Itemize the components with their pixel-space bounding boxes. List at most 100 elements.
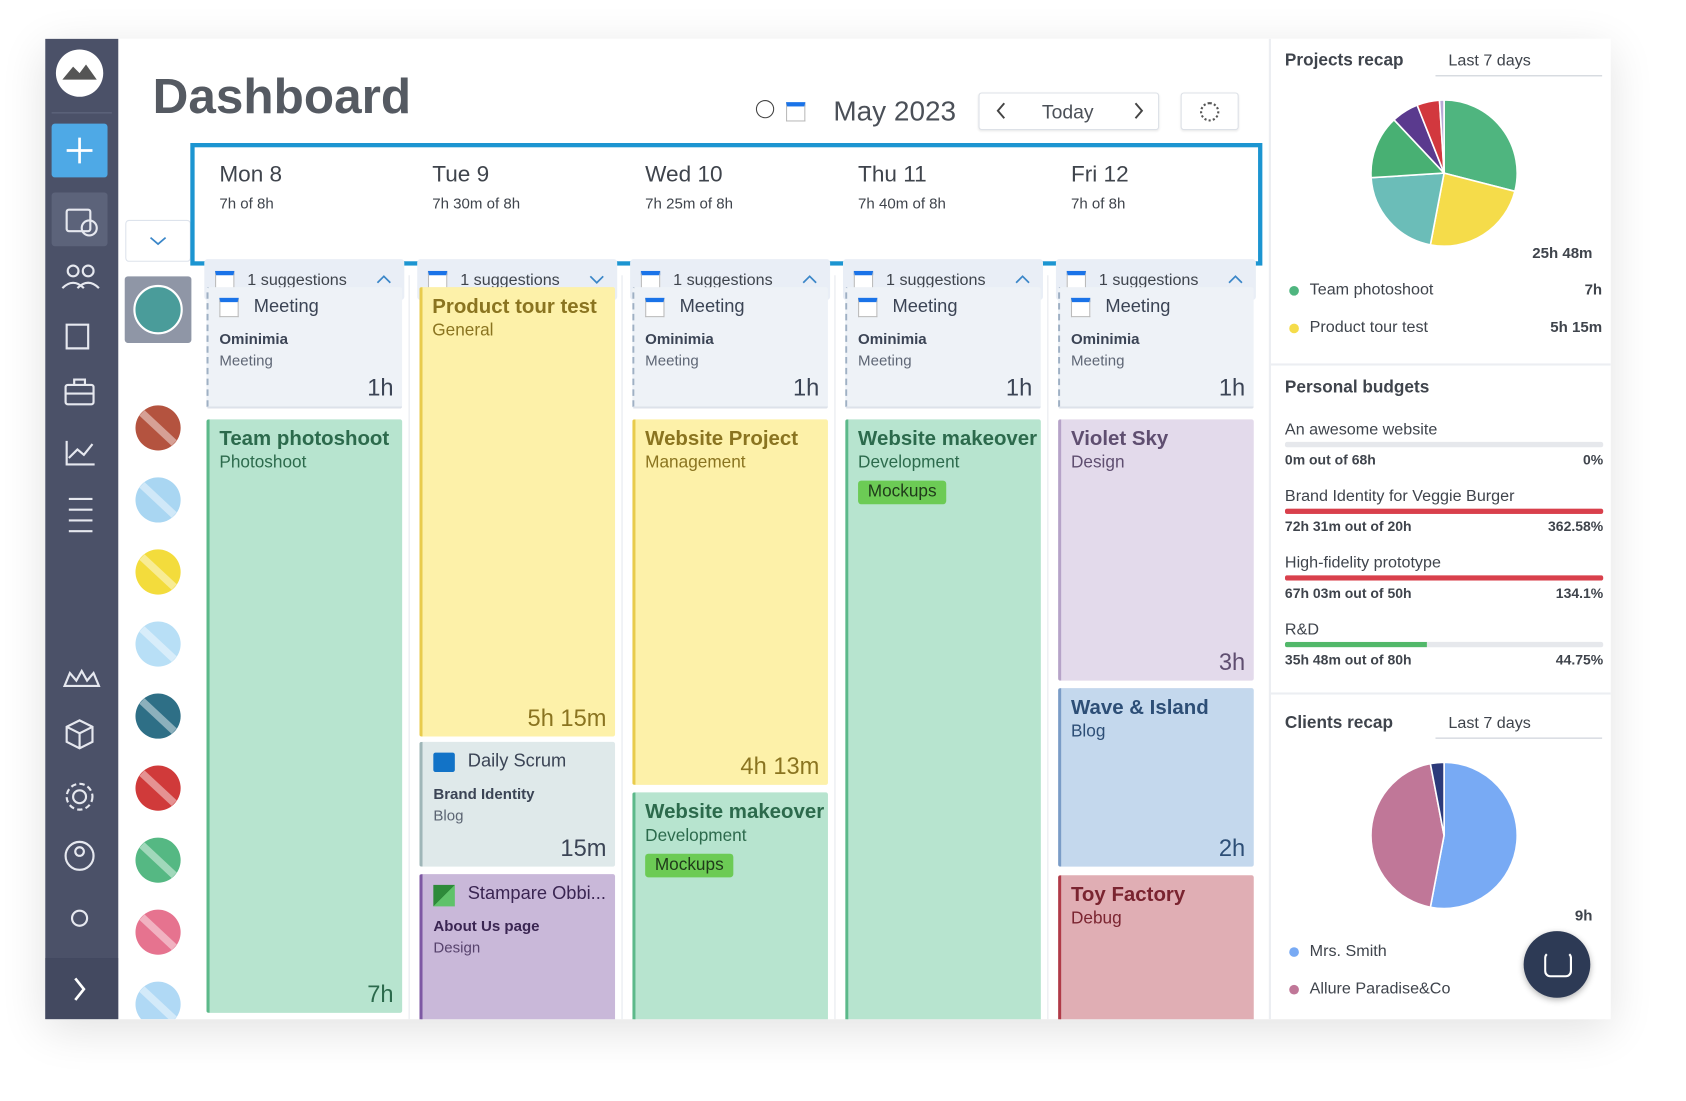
budget-bar [1284, 575, 1604, 581]
event-project: Photoshoot [219, 453, 307, 473]
suggestions-label: 1 suggestions [460, 270, 560, 290]
event-card[interactable]: Website Project Management 4h 13m [632, 419, 828, 785]
chevron [589, 275, 604, 284]
legend-name: Team photoshoot [1309, 280, 1434, 299]
event-card[interactable]: Violet Sky Design 3h [1058, 419, 1254, 681]
pie-slice [1429, 172, 1516, 248]
collapse-button[interactable] [125, 219, 191, 262]
event-duration: 2h [1218, 834, 1246, 862]
nav-group: Today [978, 92, 1160, 131]
main: Dashboard May 2023 Today Mon 8 7h of 8h 1 sug… [45, 39, 1271, 1020]
event-card[interactable]: Wave & Island Blog 2h [1058, 688, 1254, 867]
event-project: Design [1070, 453, 1125, 473]
event-client: Ominimia [858, 330, 927, 348]
sidebar-icons [45, 49, 119, 1020]
suggestions-label: 1 suggestions [673, 270, 773, 290]
budget-bar [1284, 508, 1604, 514]
avatar-stripe [139, 842, 177, 878]
event-client: Brand Identity [433, 784, 535, 803]
column-line [621, 275, 623, 1020]
event-duration: 1h [793, 374, 820, 402]
column-line [834, 275, 836, 1020]
section-title: Personal budgets [1284, 378, 1430, 397]
avatar[interactable] [133, 284, 183, 335]
suggestions-label: 1 suggestions [886, 270, 986, 290]
day-name: Fri 12 [1070, 162, 1129, 188]
toggle[interactable] [1013, 259, 1035, 300]
event-duration: 3h [1218, 648, 1246, 676]
legend-dot [1289, 323, 1299, 334]
legend-dot [1289, 947, 1299, 957]
event-card[interactable]: Meeting Ominimia Meeting 1h [206, 287, 403, 409]
event-duration: 1h [1005, 374, 1033, 402]
day-hours: 7h of 8h [1070, 194, 1126, 212]
avatar [135, 981, 181, 1020]
legend-value: 7h [1584, 280, 1603, 298]
chevron [376, 275, 391, 284]
avatar-stripe [139, 482, 177, 518]
day-hours: 7h 30m of 8h [432, 194, 521, 212]
event-client: About Us page [433, 917, 540, 935]
event-project: Management [645, 453, 746, 473]
chevron [1015, 275, 1030, 284]
event-card[interactable]: Team photoshoot Photoshoot 7h [206, 419, 403, 1013]
app-icon [433, 884, 455, 907]
event-card[interactable]: Meeting Ominimia Meeting 1h [845, 287, 1041, 409]
avatar [135, 405, 181, 451]
panel-divider [1268, 38, 1271, 1020]
range-select[interactable]: Last 7 days [1435, 52, 1603, 77]
chevron [1134, 102, 1144, 119]
event-card[interactable]: Meeting Ominimia Meeting 1h [1058, 287, 1254, 409]
event-title: Toy Factory [1070, 883, 1186, 907]
budget-percent: 134.1% [1555, 584, 1604, 602]
chevron [802, 275, 817, 284]
today-button[interactable]: Today [1041, 101, 1094, 123]
budget-track [1284, 441, 1604, 448]
budget-track [1284, 575, 1604, 581]
range-select[interactable]: Last 7 days [1435, 714, 1603, 739]
calendar-icon [858, 297, 878, 318]
toggle[interactable] [800, 259, 822, 300]
day-name: Wed 10 [645, 162, 723, 188]
event-project: Development [645, 826, 747, 846]
pie-slice [1370, 118, 1446, 179]
event-card[interactable]: Website makeover Development Mockups [845, 419, 1041, 1020]
settings-button[interactable] [1180, 92, 1239, 131]
avatar [135, 909, 181, 955]
day-name: Thu 11 [858, 162, 927, 188]
event-duration: 7h [367, 980, 394, 1008]
avatar-stripe [139, 554, 177, 590]
event-project: Blog [433, 806, 464, 824]
avatar-stripe [139, 914, 177, 951]
event-card[interactable]: Stampare Obbi... About Us page Design [419, 874, 616, 1020]
toggle[interactable] [1226, 259, 1248, 300]
calendar-icon[interactable] [786, 102, 806, 122]
chat-button[interactable] [1523, 931, 1591, 998]
budget-detail: 35h 48m out of 80h [1284, 651, 1412, 668]
event-card[interactable]: Product tour test General 5h 15m [419, 287, 616, 737]
toggle[interactable] [587, 259, 609, 300]
event-card[interactable]: Toy Factory Debug [1058, 875, 1254, 1020]
avatar [135, 765, 181, 811]
month-label: May 2023 [833, 94, 957, 127]
plus-icon [66, 137, 93, 164]
chevron [1228, 275, 1243, 284]
right-panel: Projects recap Last 7 days 25h 48m Team pho… [1270, 39, 1611, 1020]
next-chevron[interactable] [1128, 94, 1150, 129]
toggle[interactable] [374, 259, 396, 300]
event-tag: Mockups [858, 480, 947, 505]
chat-icon [1544, 951, 1573, 978]
budget-detail: 72h 31m out of 20h [1284, 518, 1412, 535]
pie-chart [1370, 99, 1518, 248]
event-card[interactable]: Website makeover Development Mockups [632, 792, 828, 1020]
app-frame: Dashboard May 2023 Today Mon 8 7h of 8h 1 sug… [45, 38, 1611, 1020]
section-title: Projects recap [1284, 51, 1404, 70]
event-client: Ominimia [645, 330, 714, 348]
event-card[interactable]: Meeting Ominimia Meeting 1h [632, 287, 828, 409]
chevron [996, 102, 1006, 119]
avatar-stripe [139, 770, 177, 806]
event-card[interactable]: Daily Scrum Brand Identity Blog 15m [419, 741, 616, 867]
help-icon[interactable] [755, 99, 775, 119]
prev-chevron[interactable] [990, 94, 1012, 129]
